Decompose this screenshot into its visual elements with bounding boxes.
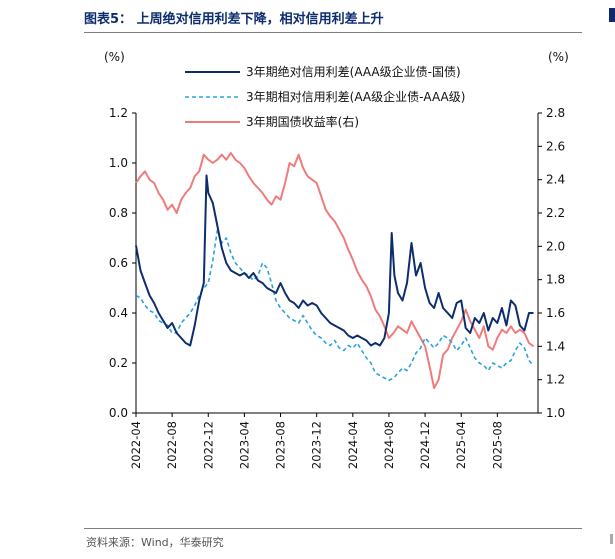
- x-tick-label: 2023-12: [310, 421, 324, 469]
- right-y-tick-label: 2.8: [546, 106, 565, 120]
- treasury-yield-line: [135, 152, 535, 389]
- right-axis-unit: (%): [548, 50, 569, 64]
- left-y-tick-label: 1.0: [109, 156, 128, 170]
- left-y-tick-label: 0.8: [109, 206, 128, 220]
- left-y-tick-label: 0.4: [109, 306, 128, 320]
- x-tick-label: 2023-08: [274, 421, 288, 469]
- legend-relative-spread: 3年期相对信用利差(AA级企业债-AAA级): [185, 89, 465, 104]
- title-divider: [84, 32, 582, 33]
- source-note: 资料来源：Wind，华泰研究: [86, 536, 224, 549]
- right-y-tick-label: 2.2: [546, 206, 565, 220]
- left-y-tick-label: 1.2: [109, 106, 128, 120]
- x-tick-label: 2024-12: [418, 421, 432, 469]
- relative-spread-line: [135, 229, 535, 382]
- x-tick-label: 2022-04: [129, 421, 143, 469]
- right-y-tick-label: 2.0: [546, 239, 565, 253]
- x-tick-label: 2024-08: [382, 421, 396, 469]
- x-tick-label: 2023-04: [237, 421, 251, 469]
- series-layer: [135, 152, 535, 389]
- source-divider: [84, 528, 582, 529]
- legend-treasury-yield: 3年期国债收益率(右): [185, 114, 359, 129]
- left-y-tick-label: 0.2: [109, 356, 128, 370]
- left-y-tick-label: 0.6: [109, 256, 128, 270]
- right-y-tick-label: 2.6: [546, 139, 565, 153]
- axes: 0.0 0.2 0.4 0.6 0.8 1.0 1.2 1.0 1.2 1.4 1.6 1.8 2.0 2…: [109, 106, 565, 469]
- x-tick-label: 2025-04: [454, 421, 468, 469]
- right-y-tick-label: 1.2: [546, 373, 565, 387]
- right-y-tick-label: 1.8: [546, 273, 565, 287]
- legend-label: 3年期绝对信用利差(AAA级企业债-国债): [246, 64, 461, 79]
- right-y-tick-label: 1.6: [546, 306, 565, 320]
- x-tick-label: 2024-04: [346, 421, 360, 469]
- right-y-tick-label: 2.4: [546, 173, 565, 187]
- left-y-tick-label: 0.0: [109, 406, 128, 420]
- legend-absolute-spread: 3年期绝对信用利差(AAA级企业债-国债): [185, 64, 461, 79]
- adjacent-figure-edge: [609, 8, 615, 22]
- legend-label: 3年期相对信用利差(AA级企业债-AAA级): [246, 89, 465, 104]
- figure-title: 图表5： 上周绝对信用利差下降，相对信用利差上升: [84, 12, 384, 27]
- adjacent-figure-edge-bottom: [610, 534, 613, 544]
- x-tick-label: 2022-08: [165, 421, 179, 469]
- x-tick-label: 2022-12: [201, 421, 215, 469]
- right-y-tick-label: 1.0: [546, 406, 565, 420]
- absolute-spread-line: [135, 174, 534, 347]
- x-tick-label: 2025-08: [490, 421, 504, 469]
- legend-label: 3年期国债收益率(右): [246, 114, 359, 129]
- legend: 3年期绝对信用利差(AAA级企业债-国债) 3年期相对信用利差(AA级企业债-AA…: [185, 64, 465, 129]
- left-axis-unit: (%): [104, 50, 125, 64]
- right-y-tick-label: 1.4: [546, 339, 565, 353]
